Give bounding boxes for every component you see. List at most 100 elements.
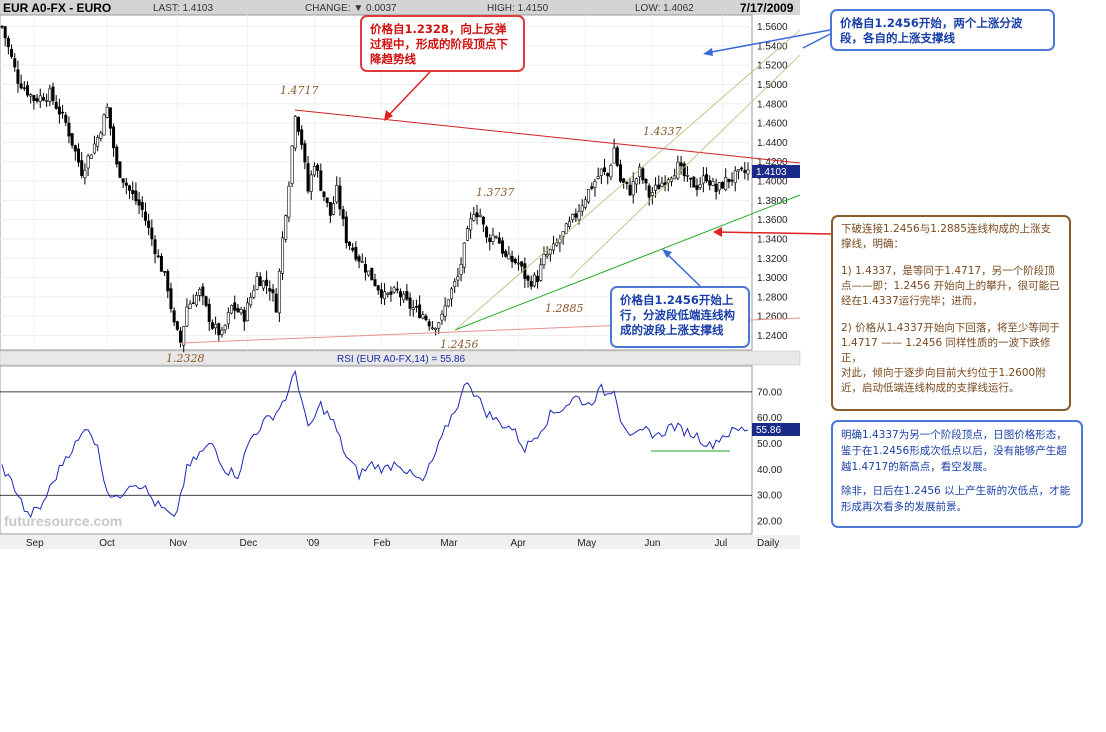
candle-body — [609, 165, 613, 178]
candle-body — [99, 132, 103, 139]
x-tick: Feb — [373, 538, 391, 549]
candle-body — [685, 175, 689, 177]
arrow-top-note — [385, 71, 431, 119]
annotation-right-top: 价格自1.2456开始，两个上涨分波段，各自的上涨支撑线 — [830, 9, 1055, 51]
candle-body — [564, 223, 568, 234]
candle-body — [293, 116, 297, 149]
candle-body — [625, 181, 629, 184]
candle-body — [328, 201, 332, 216]
annotation-lower-text: 价格自1.2456开始上行，分波段低端连线构成的波段上涨支撑线 — [620, 293, 735, 337]
candle-body — [373, 279, 377, 286]
candle-body — [571, 214, 575, 220]
candle-body — [402, 293, 406, 301]
candle-body — [57, 106, 61, 115]
candle-body — [194, 294, 198, 306]
candle-body — [38, 95, 42, 102]
candle-body — [698, 184, 702, 188]
candle-body — [61, 111, 65, 114]
candle-body — [587, 189, 591, 203]
candle-body — [223, 324, 227, 331]
candle-body — [427, 321, 431, 327]
annotation-breakdown-line-2: 1) 1.4337，是等同于1.4717，另一个阶段顶点——即：1.2456 开… — [841, 265, 1060, 307]
candle-body — [714, 183, 718, 192]
candle-body — [545, 253, 549, 257]
candle-body — [10, 48, 14, 57]
candle-body — [258, 276, 262, 287]
candle-body — [32, 95, 36, 102]
candle-body — [599, 168, 603, 176]
candle-body — [236, 307, 240, 313]
price-y-tick: 1.4400 — [757, 138, 788, 149]
candle-body — [281, 237, 285, 274]
candle-body — [67, 122, 71, 137]
candle-body — [481, 216, 485, 225]
candle-body — [325, 197, 329, 203]
candle-body — [204, 296, 208, 306]
x-tick: Nov — [169, 538, 187, 549]
candle-body — [217, 323, 221, 336]
candle-body — [520, 261, 524, 267]
arrow-lower-note — [664, 251, 701, 287]
candle-body — [252, 289, 256, 298]
candle-body — [720, 181, 724, 189]
x-tick: '09 — [306, 538, 319, 549]
candle-body — [711, 181, 715, 186]
annotation-breakdown-line-3: 2) 价格从1.4337开始向下回落，将至少等同于 1.4717 —— 1.24… — [841, 322, 1060, 364]
x-tick: Jul — [714, 538, 727, 549]
candle-body — [255, 276, 259, 290]
candle-body — [367, 270, 371, 276]
candle-body — [695, 185, 699, 190]
candle-body — [478, 214, 482, 217]
candle-body — [411, 307, 415, 310]
candle-body — [159, 255, 163, 272]
candle-body — [309, 174, 313, 192]
candle-body — [19, 83, 23, 89]
period-label: Daily — [757, 538, 779, 549]
candle-body — [507, 253, 511, 260]
candle-body — [360, 261, 364, 263]
candle-body — [453, 281, 457, 288]
candle-body — [277, 270, 281, 314]
candle-body — [494, 236, 498, 238]
annotation-conclusion-line-2: 除非，日后在1.2456 以上产生新的次低点，才能形成再次看多的发展前景。 — [841, 485, 1071, 513]
candle-body — [516, 262, 520, 265]
annotation-top-text: 价格自1.2328，向上反弹过程中，形成的阶段顶点下降趋势线 — [370, 22, 508, 66]
candle-body — [182, 326, 186, 346]
candle-body — [137, 199, 141, 206]
candle-body — [618, 164, 622, 182]
candle-body — [13, 58, 17, 68]
candle-body — [689, 177, 693, 180]
candle-body — [424, 315, 428, 321]
candle-body — [418, 304, 422, 318]
candle-body — [631, 181, 635, 196]
high-value: HIGH: 1.4150 — [487, 3, 549, 14]
candle-body — [312, 165, 316, 176]
candle-body — [322, 191, 326, 198]
candle-body — [641, 168, 645, 181]
annotation-breakdown-line-1: 下破连接1.2456与1.2885连线构成的上涨支撑线，明确： — [841, 223, 1051, 250]
price-y-tick: 1.5000 — [757, 80, 788, 91]
candle-body — [271, 289, 275, 294]
candle-body — [622, 178, 626, 183]
candlestick-series — [0, 25, 750, 353]
candle-body — [347, 241, 351, 246]
rsi-label-bar — [0, 350, 801, 366]
candle-body — [220, 329, 224, 335]
rsi-grid — [0, 391, 752, 496]
rsi-y-tick: 30.00 — [757, 491, 782, 502]
candle-body — [523, 263, 527, 279]
candle-body — [612, 147, 616, 164]
candle-body — [147, 220, 151, 228]
candle-body — [682, 163, 686, 177]
arrow-brown-note-head — [713, 227, 722, 237]
candle-body — [128, 185, 132, 191]
candle-body — [89, 154, 93, 160]
price-y-axis: 1.5600 1.5400 1.5200 1.5000 1.4800 1.4600 1.44… — [757, 22, 788, 342]
candle-body — [548, 249, 552, 255]
candle-body — [392, 287, 396, 293]
rsi-panel — [0, 365, 753, 535]
candle-body — [634, 178, 638, 185]
candle-body — [290, 145, 294, 184]
price-y-tick: 1.3600 — [757, 215, 788, 226]
candle-body — [459, 264, 463, 275]
